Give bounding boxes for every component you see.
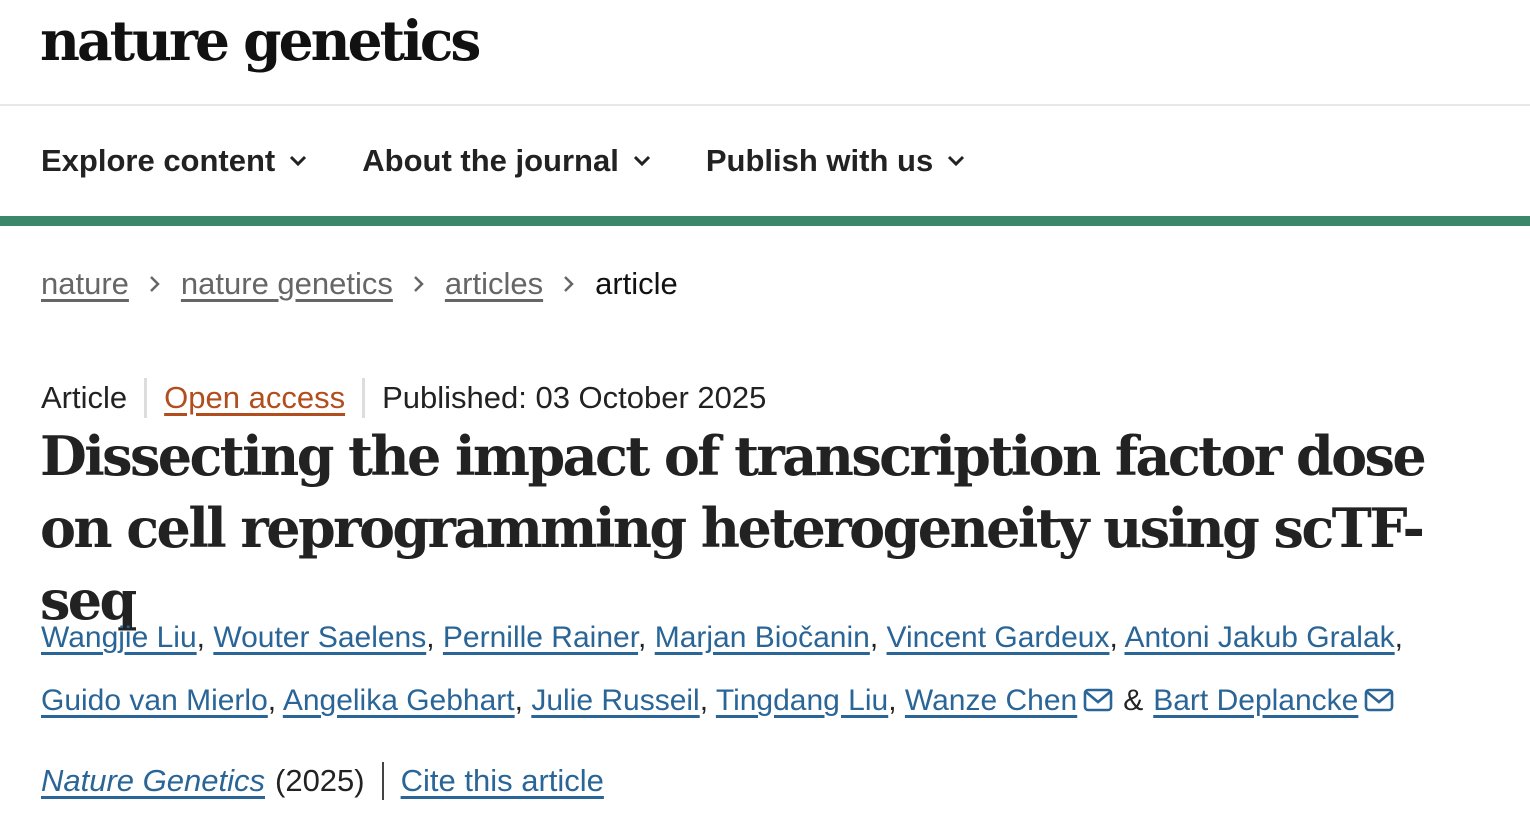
journal-logo[interactable]: nature genetics: [40, 8, 481, 73]
brand-divider: [0, 216, 1530, 226]
author-link[interactable]: Julie Russeil: [531, 684, 700, 717]
cite-article-link[interactable]: Cite this article: [400, 763, 604, 798]
comma: ,: [1109, 621, 1118, 654]
chevron-right-icon: [149, 275, 161, 293]
main-nav: Explore content About the journal Publis…: [0, 106, 1530, 216]
author-list: Wangjie Liu, Wouter Saelens, Pernille Ra…: [41, 606, 1521, 734]
author-link[interactable]: Wanze Chen: [904, 684, 1078, 717]
article-meta: Article Open access Published: 03 Octobe…: [41, 378, 766, 418]
comma: ,: [514, 684, 523, 717]
author-link[interactable]: Antoni Jakub Gralak: [1124, 621, 1395, 654]
breadcrumb-current: article: [595, 266, 678, 301]
chevron-down-icon: [948, 155, 965, 167]
article-type: Article: [41, 380, 128, 415]
nav-label: Explore content: [41, 143, 276, 178]
comma: ,: [888, 684, 897, 717]
author-link[interactable]: Tingdang Liu: [715, 684, 889, 717]
author-link[interactable]: Angelika Gebhart: [282, 684, 515, 717]
comma: ,: [267, 684, 277, 717]
open-access-link[interactable]: Open access: [164, 380, 346, 415]
envelope-icon[interactable]: [1083, 671, 1113, 734]
nav-about-journal[interactable]: About the journal: [362, 143, 651, 179]
breadcrumb-articles[interactable]: articles: [444, 266, 544, 301]
chevron-right-icon: [563, 275, 575, 293]
breadcrumb-nature-genetics[interactable]: nature genetics: [180, 266, 393, 301]
comma: ,: [638, 621, 647, 654]
comma: ,: [869, 621, 879, 654]
breadcrumb-nature[interactable]: nature: [41, 266, 129, 301]
year: (2025): [275, 763, 365, 798]
ampersand: &: [1123, 684, 1144, 717]
article-title: Dissecting the impact of transcription f…: [40, 424, 1427, 632]
comma: ,: [699, 684, 709, 717]
author-link[interactable]: Wouter Saelens: [213, 621, 427, 654]
journal-link[interactable]: Nature Genetics: [41, 763, 265, 798]
author-link[interactable]: Wangjie Liu: [41, 621, 197, 654]
author-link[interactable]: Vincent Gardeux: [886, 621, 1110, 654]
site-header: nature genetics: [0, 0, 1530, 106]
breadcrumb: nature nature genetics articles article: [41, 266, 678, 302]
chevron-right-icon: [413, 275, 425, 293]
published-date: Published: 03 October 2025: [382, 380, 767, 415]
divider: [144, 378, 148, 418]
citation: Nature Genetics (2025) Cite this article: [41, 762, 604, 800]
chevron-down-icon: [633, 155, 650, 167]
nav-label: About the journal: [362, 143, 619, 178]
comma: ,: [1394, 621, 1403, 654]
comma: ,: [426, 621, 435, 654]
comma: ,: [196, 621, 205, 654]
chevron-down-icon: [290, 155, 307, 167]
author-link[interactable]: Bart Deplancke: [1153, 684, 1359, 717]
divider: [381, 762, 384, 800]
divider: [362, 378, 366, 418]
author-link[interactable]: Pernille Rainer: [442, 621, 639, 654]
nav-label: Publish with us: [705, 143, 934, 178]
nav-explore-content[interactable]: Explore content: [41, 143, 307, 179]
author-link[interactable]: Guido van Mierlo: [41, 684, 268, 717]
envelope-icon[interactable]: [1364, 671, 1394, 734]
author-link[interactable]: Marjan Biočanin: [654, 621, 870, 654]
nav-publish-with-us[interactable]: Publish with us: [706, 143, 965, 179]
